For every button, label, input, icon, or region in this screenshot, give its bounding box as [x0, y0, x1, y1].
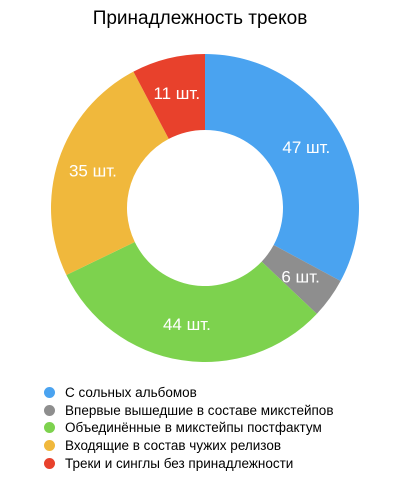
legend-swatch-5	[44, 457, 55, 469]
legend-swatch-2	[44, 404, 55, 416]
pie-slice-3	[66, 241, 317, 362]
pie-slice-4	[51, 71, 169, 276]
pie-slice-5	[133, 54, 205, 139]
legend-swatch-4	[44, 440, 55, 452]
legend-label-1: С сольных альбомов	[65, 385, 197, 401]
slice-label-5: 11 шт.	[153, 84, 200, 103]
legend-label-5: Треки и синглы без принадлежности	[65, 455, 294, 471]
slice-label-4: 35 шт.	[69, 162, 117, 181]
slice-label-1: 47 шт.	[282, 138, 330, 157]
pie-slice-1	[205, 54, 359, 282]
legend-item-2: Впервые вышедшие в составе микстейпов	[44, 402, 334, 420]
legend-label-2: Впервые вышедшие в составе микстейпов	[65, 402, 334, 418]
legend-item-5: Треки и синглы без принадлежности	[44, 454, 334, 472]
pie-slice-2	[261, 245, 341, 314]
legend-label-3: Объединённые в микстейпы постфактум	[65, 420, 322, 436]
legend-swatch-1	[44, 387, 55, 399]
legend-label-4: Входящие в состав чужих релизов	[65, 438, 282, 454]
legend-swatch-3	[44, 422, 55, 434]
slice-label-3: 44 шт.	[163, 315, 211, 334]
chart-legend: С сольных альбомов Впервые вышедшие в сос…	[44, 384, 334, 472]
legend-item-3: Объединённые в микстейпы постфактум	[44, 419, 334, 437]
slice-label-2: 6 шт.	[281, 268, 319, 287]
legend-item-1: С сольных альбомов	[44, 384, 334, 402]
legend-item-4: Входящие в состав чужих релизов	[44, 437, 334, 455]
chart-title: Принадлежность треков	[92, 8, 308, 29]
donut-chart: 47 шт. 6 шт. 44 шт. 35 шт. 11 шт.	[51, 54, 359, 362]
